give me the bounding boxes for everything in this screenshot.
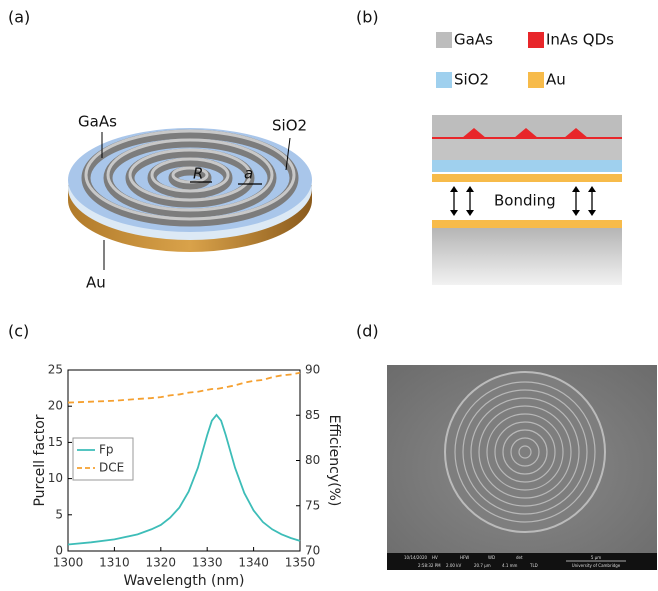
figure: (a) (b) (c) (d) GaAs SiO2 Au R a: [0, 0, 658, 591]
info-text: HFW: [460, 555, 469, 560]
y-tick-label: 10: [48, 471, 63, 485]
info-text: 2.00 kV: [446, 563, 461, 568]
info-text: WD: [488, 555, 495, 560]
legend-swatch: [528, 72, 544, 88]
radius-label: R: [193, 165, 203, 183]
y2-tick-label: 75: [305, 498, 320, 512]
sem-image: [387, 365, 657, 570]
x-tick-label: 1330: [192, 556, 223, 570]
info-text: 4.1 mm: [502, 563, 518, 568]
gaas-label: GaAs: [78, 113, 117, 131]
legend-swatch: [436, 72, 452, 88]
x-tick-label: 1300: [53, 556, 84, 570]
y2-tick-label: 70: [305, 544, 320, 558]
info-text: TLD: [529, 563, 538, 568]
info-text: 20.7 μm: [474, 563, 491, 568]
y-tick-label: 15: [48, 435, 63, 449]
sio2-label: SiO2: [272, 117, 307, 135]
info-text: det: [516, 555, 523, 560]
info-text: 10/14/2020: [404, 555, 428, 560]
x-axis-label: Wavelength (nm): [124, 573, 245, 589]
panel-label: (b): [356, 8, 379, 27]
y2-tick-label: 85: [305, 408, 320, 422]
y2-tick-label: 80: [305, 453, 320, 467]
x-tick-label: 1320: [146, 556, 177, 570]
info-text: 5 μm: [591, 555, 601, 560]
y-axis-label: Purcell factor: [32, 414, 48, 506]
au-label: Au: [86, 274, 106, 292]
bonding-label: Bonding: [494, 192, 556, 210]
period-label: a: [244, 165, 253, 183]
info-text: 2:58:32 PM: [418, 563, 441, 568]
panel-label: (a): [8, 8, 30, 27]
panel-label: (c): [8, 322, 29, 341]
disc-illustration: [68, 128, 312, 270]
legend-swatch: [528, 32, 544, 48]
legend-label: Fp: [99, 443, 114, 457]
legend-swatch: [436, 32, 452, 48]
x-tick-label: 1350: [285, 556, 316, 570]
y-tick-label: 5: [55, 507, 63, 521]
legend-label: SiO2: [454, 71, 489, 89]
x-tick-label: 1310: [99, 556, 130, 570]
info-text: HV: [432, 555, 438, 560]
legend-label: Au: [546, 71, 566, 89]
info-text: University of Cambridge: [572, 563, 621, 568]
y2-tick-label: 90: [305, 363, 320, 377]
y2-axis-label: Efficiency(%): [326, 415, 342, 507]
legend-label: GaAs: [454, 31, 493, 49]
series-line: [68, 373, 300, 403]
legend-label: InAs QDs: [546, 31, 614, 49]
legend-label: DCE: [99, 461, 124, 475]
y-tick-label: 0: [55, 544, 63, 558]
x-tick-label: 1340: [238, 556, 269, 570]
y-tick-label: 20: [48, 399, 63, 413]
y-tick-label: 25: [48, 363, 63, 377]
panel-label: (d): [356, 322, 379, 341]
